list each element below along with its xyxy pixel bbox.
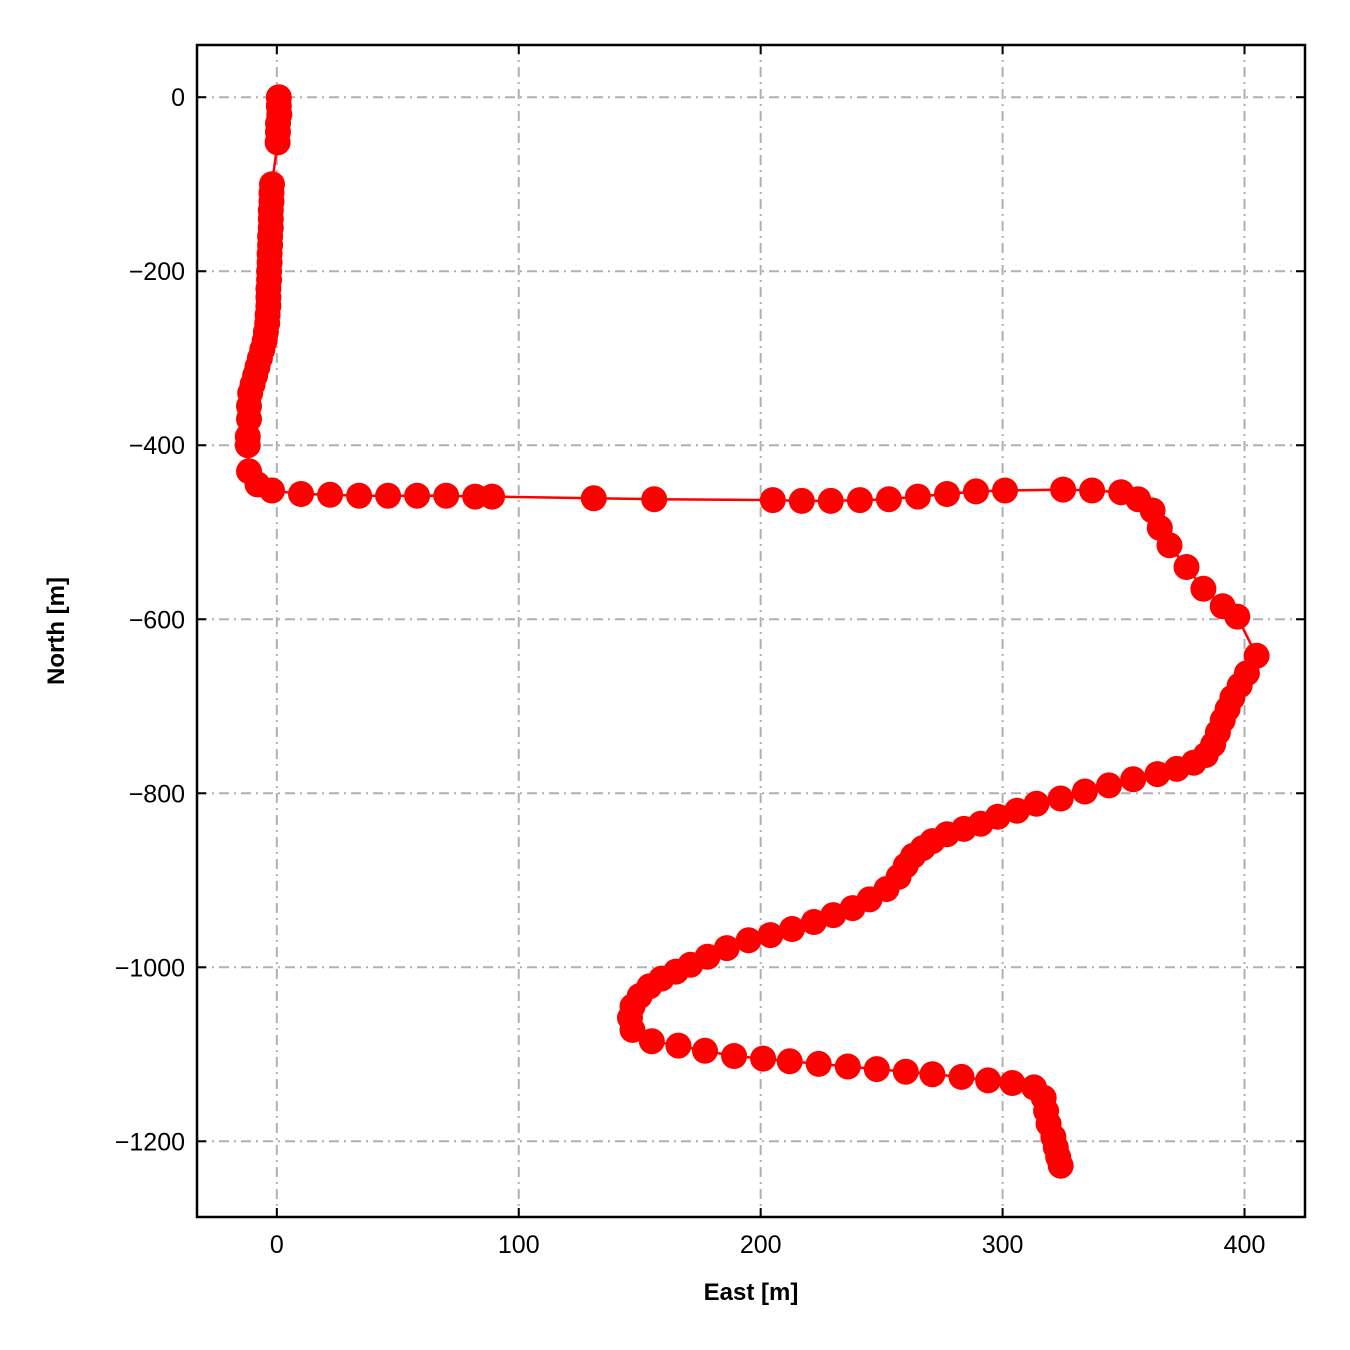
data-point xyxy=(834,1053,861,1080)
data-point xyxy=(1050,476,1077,503)
grid xyxy=(197,45,1305,1217)
data-point xyxy=(875,486,902,513)
data-point xyxy=(757,922,784,949)
data-point xyxy=(975,1067,1002,1094)
data-point xyxy=(788,487,815,514)
y-tick-labels: 0 −200 −400 −600 −800 −1000 −1200 xyxy=(115,84,185,1156)
data-point xyxy=(1096,772,1122,799)
data-point xyxy=(433,482,460,509)
y-tick-label: −200 xyxy=(129,258,185,286)
data-point xyxy=(934,481,960,507)
y-tick-label: −1200 xyxy=(115,1128,185,1156)
data-point xyxy=(638,1028,665,1055)
data-point xyxy=(992,477,1018,504)
data-point xyxy=(1071,778,1098,805)
data-point xyxy=(1224,603,1251,630)
data-point xyxy=(317,481,344,508)
data-point xyxy=(1079,477,1106,504)
data-point xyxy=(1047,1152,1074,1179)
x-tick-label: 0 xyxy=(270,1231,284,1259)
y-tick-label: 0 xyxy=(171,84,185,112)
data-point xyxy=(619,1016,646,1043)
y-axis-label: North [m] xyxy=(43,577,70,685)
x-axis-label: East [m] xyxy=(704,1279,799,1306)
data-point xyxy=(346,482,373,509)
data-point xyxy=(721,1043,748,1069)
data-point xyxy=(692,1037,718,1064)
data-point xyxy=(234,432,261,459)
data-point xyxy=(919,1061,946,1088)
data-point xyxy=(375,482,402,509)
x-tick-labels: 0 100 200 300 400 xyxy=(270,1231,1265,1259)
data-point xyxy=(735,927,762,954)
data-point xyxy=(800,909,827,935)
y-tick-label: −400 xyxy=(129,432,185,460)
trajectory-line xyxy=(246,97,1259,1167)
data-point xyxy=(963,478,989,505)
data-point xyxy=(259,477,285,504)
data-point xyxy=(750,1045,777,1072)
data-point xyxy=(892,1058,919,1085)
data-point xyxy=(805,1050,832,1077)
data-point xyxy=(1173,554,1200,580)
data-point xyxy=(479,483,506,510)
data-point xyxy=(863,1056,890,1083)
x-tick-label: 300 xyxy=(982,1231,1024,1259)
x-tick-label: 200 xyxy=(740,1231,782,1259)
x-tick-label: 400 xyxy=(1224,1231,1266,1259)
data-point xyxy=(1144,761,1171,788)
data-point xyxy=(779,916,806,942)
data-point xyxy=(264,129,291,156)
data-point xyxy=(948,1063,975,1090)
plot-frame xyxy=(195,43,1307,1219)
data-point xyxy=(641,486,668,513)
data-point xyxy=(1120,766,1147,793)
x-tick-label: 100 xyxy=(498,1231,540,1259)
data-point xyxy=(288,481,314,507)
data-point xyxy=(665,1032,692,1059)
data-point xyxy=(776,1048,803,1075)
y-tick-label: −800 xyxy=(129,780,185,808)
data-point xyxy=(999,1070,1026,1096)
data-point xyxy=(759,487,786,514)
data-point xyxy=(404,482,431,509)
data-point xyxy=(1190,575,1217,602)
data-point xyxy=(1047,785,1074,812)
y-tick-label: −1000 xyxy=(115,954,185,982)
data-point xyxy=(1156,532,1183,559)
data-point xyxy=(817,487,844,514)
data-point xyxy=(580,485,607,512)
y-tick-label: −600 xyxy=(129,606,185,634)
data-point xyxy=(846,487,873,514)
series-trajectory xyxy=(234,84,1270,1179)
ticks xyxy=(197,45,1305,1217)
data-point xyxy=(904,483,931,510)
